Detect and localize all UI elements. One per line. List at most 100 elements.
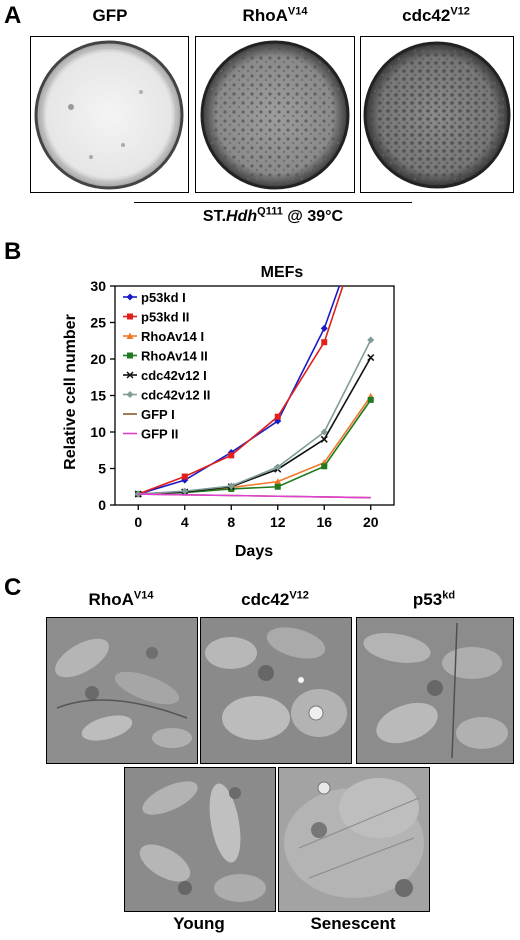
chart-legend: p53kd I p53kd II RhoAv14 I RhoAv14 II cdc42v…: [123, 290, 210, 442]
y-tick-label: 25: [90, 315, 106, 331]
data-point: [321, 339, 328, 346]
panel-b-letter: B: [4, 238, 22, 265]
micrograph-rhoa: [46, 617, 198, 764]
legend-label: GFP II: [141, 427, 178, 442]
caption-gene: Hdh: [226, 208, 258, 225]
data-point: [367, 336, 375, 344]
dish-label-rhoa: RhoAV14: [196, 6, 354, 26]
legend-marker: [126, 332, 134, 339]
photo-label-cdc42-base: cdc42: [241, 590, 290, 609]
photo-label-p53-sup: kd: [442, 589, 456, 602]
data-point: [181, 487, 189, 495]
photo-label-rhoa-base: RhoA: [88, 590, 134, 609]
legend-label: p53kd I: [141, 290, 186, 305]
photo-label-cdc42-sup: V12: [289, 589, 309, 602]
series-line: [138, 339, 372, 495]
dish-label-cdc42-base: cdc42: [402, 6, 451, 25]
photo-label-rhoa-sup: V14: [133, 589, 154, 602]
legend-marker: [127, 313, 133, 320]
photo-label-cdc42: cdc42V12: [200, 590, 350, 610]
legend-label: RhoAv14 II: [141, 349, 208, 364]
caption-suffix: @ 39°C: [282, 208, 344, 225]
photo-label-senescent: Senescent: [310, 914, 396, 933]
legend-item: RhoAv14 I: [123, 329, 204, 344]
panel-a-caption: ST.HdhQ111 @ 39°C: [134, 205, 412, 226]
legend-marker: [126, 371, 134, 379]
legend-label: cdc42v12 II: [141, 388, 210, 403]
data-point: [320, 324, 328, 332]
panel-c-letter: C: [4, 574, 22, 601]
legend-item: GFP I: [123, 407, 175, 422]
x-tick-label: 0: [134, 514, 142, 530]
legend-item: cdc42v12 II: [123, 388, 210, 403]
growth-chart: MEFs Relative cell number Days 0 5 10 15 20 2…: [62, 264, 395, 560]
x-tick-label: 4: [181, 514, 189, 530]
legend-item: GFP II: [123, 427, 178, 442]
photo-label-p53-base: p53: [412, 590, 443, 609]
dish-photo-gfp: [30, 36, 189, 193]
data-point: [274, 413, 281, 420]
photo-label-p53: p53kd: [356, 590, 512, 610]
data-point: [367, 396, 374, 403]
data-point: [181, 473, 188, 480]
petri-dish-gfp: [34, 40, 184, 190]
dish-label-gfp: GFP: [30, 6, 190, 26]
chart-axes: 0 5 10 15 20 25 30 0 4 8 12 16 20: [90, 278, 395, 530]
data-point: [321, 463, 328, 470]
data-point: [320, 435, 328, 443]
micrograph-young: [124, 767, 276, 912]
chart-x-axis-label: Days: [235, 543, 273, 560]
data-point: [274, 483, 281, 490]
photo-label-rhoa: RhoAV14: [46, 590, 196, 610]
chart-title: MEFs: [261, 264, 304, 281]
series-cdc42v12-ii: [134, 336, 375, 498]
legend-marker: [126, 391, 134, 398]
data-point: [134, 490, 142, 498]
dish-label-cdc42: cdc42V12: [360, 6, 512, 26]
panel-a-letter: A: [4, 2, 22, 29]
x-tick-label: 16: [316, 514, 332, 530]
y-tick-label: 0: [98, 497, 106, 513]
legend-label: p53kd II: [141, 310, 189, 325]
y-tick-label: 10: [90, 424, 106, 440]
micrograph-p53-image: [357, 618, 513, 763]
micrograph-rhoa-image: [47, 618, 197, 763]
dish-photo-cdc42: [360, 36, 514, 193]
micrograph-p53: [356, 617, 514, 764]
chart-series-group: [134, 285, 375, 499]
data-point: [274, 463, 282, 471]
x-tick-label: 8: [227, 514, 235, 530]
caption-sup: Q111: [257, 205, 283, 218]
legend-item: RhoAv14 II: [123, 349, 208, 364]
x-tick-label: 12: [270, 514, 286, 530]
legend-item: p53kd II: [123, 310, 189, 325]
caption-prefix: ST.: [202, 208, 227, 225]
petri-dish-cdc42: [363, 41, 511, 189]
petri-dish-rhoa: [200, 40, 350, 190]
chart-y-axis-label: Relative cell number: [62, 314, 79, 470]
data-point: [227, 482, 235, 490]
micrograph-cdc42: [200, 617, 352, 764]
micrograph-young-image: [125, 768, 275, 911]
data-point: [274, 417, 282, 425]
panel-a-divider: [134, 202, 412, 203]
series-line: [137, 285, 344, 495]
dish-label-rhoa-sup: V14: [287, 5, 308, 18]
data-point: [228, 452, 235, 459]
photo-label-young: Young: [173, 914, 225, 933]
y-tick-label: 5: [98, 461, 106, 477]
dish-label-cdc42-sup: V12: [450, 5, 470, 18]
y-tick-label: 15: [90, 388, 106, 404]
y-tick-label: 30: [90, 278, 106, 294]
legend-item: p53kd I: [123, 290, 186, 305]
series-gfp-ii: [138, 493, 371, 499]
legend-marker: [126, 293, 134, 301]
x-tick-label: 20: [363, 514, 379, 530]
dish-label-gfp-base: GFP: [92, 6, 128, 25]
micrograph-senescent-image: [279, 768, 429, 911]
legend-label: RhoAv14 I: [141, 329, 204, 344]
y-tick-label: 20: [90, 351, 106, 367]
data-point: [320, 428, 328, 436]
micrograph-senescent: [278, 767, 430, 912]
data-point: [274, 478, 282, 485]
